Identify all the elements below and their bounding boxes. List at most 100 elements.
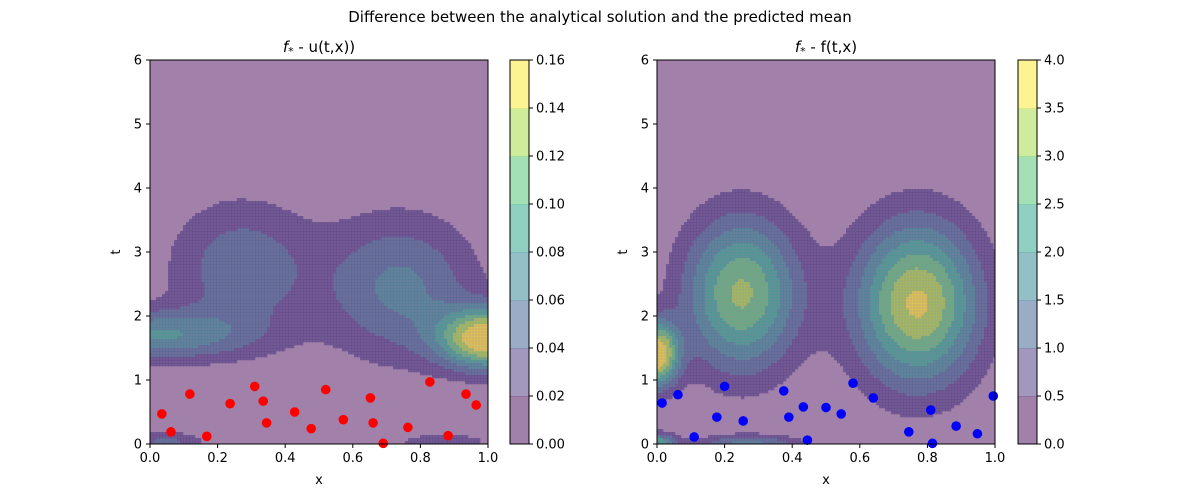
scatter-point [403,422,413,433]
colorbar-tick-label: 0.06 [536,294,565,309]
scatter-point [471,400,481,410]
y-tick-label: 1 [641,374,649,389]
colorbar-tick-label: 1.0 [1044,342,1065,357]
y-tick-label: 5 [641,118,649,133]
scatter-point [201,431,212,442]
title-symbol: f [283,38,291,56]
colorbar-tick-label: 1.5 [1044,294,1065,309]
y-tick-label: 6 [641,54,649,69]
colorbar-segment [1018,348,1037,397]
colorbar-segment [510,108,529,157]
scatter-point [798,402,809,412]
scatter-point [836,409,847,419]
colorbar-tick-label: 2.5 [1044,198,1065,213]
scatter-point [927,438,938,449]
scatter-point [802,435,813,445]
x-tick-label: 0.4 [275,451,296,466]
scatter-point [338,414,349,425]
scatter-point [425,377,435,387]
colorbar-tick-label: 3.0 [1044,150,1065,165]
colorbar-tick-label: 0.02 [536,390,565,405]
scatter-point [951,421,961,431]
title-rest: - f(t,x) [806,38,857,56]
y-tick-label: 3 [134,246,142,261]
x-tick-label: 0.8 [410,451,431,466]
colorbar-tick-label: 0.10 [536,198,565,213]
y-tick-label: 3 [641,246,649,261]
colorbar-segment [510,396,529,445]
x-tick-label: 1.0 [985,451,1006,466]
colorbar-segment [510,348,529,397]
colorbar-tick-label: 4.0 [1044,54,1065,69]
colorbar-segment [1018,204,1037,253]
scatter-point [972,428,983,439]
figure-suptitle: Difference between the analytical soluti… [348,8,851,26]
scatter-point [657,398,667,408]
scatter-point [320,384,331,395]
scatter-point [306,423,317,434]
scatter-point [258,396,269,406]
scatter-point [225,398,235,409]
y-tick-label: 6 [134,54,142,69]
colorbar-tick-label: 0.14 [536,102,565,117]
scatter-point [689,432,699,442]
scatter-point [461,389,471,399]
y-tick-label: 4 [134,182,142,197]
scatter-point [778,386,789,396]
y-tick-label: 0 [641,438,649,453]
colorbar-tick-label: 0.5 [1044,390,1065,405]
colorbar-tick-label: 0.04 [536,342,565,357]
plot-title: f* - f(t,x) [795,38,857,58]
colorbar-segment [510,204,529,253]
y-tick-label: 2 [641,310,649,325]
title-subscript: * [800,45,806,58]
contour-field [657,60,995,444]
colorbar-tick-label: 0.0 [1044,438,1065,453]
scatter-point [365,393,376,403]
x-tick-label: 0.6 [342,451,363,466]
scatter-point [988,391,999,401]
y-tick-label: 0 [134,438,142,453]
scatter-point [925,405,936,415]
scatter-point [719,381,730,392]
scatter-point [368,418,378,428]
x-tick-label: 0.0 [140,451,161,466]
colorbar-tick-label: 3.5 [1044,102,1065,117]
scatter-point [712,412,722,422]
x-tick-label: 0.8 [917,451,938,466]
colorbar-tick-label: 2.0 [1044,246,1065,261]
y-tick-label: 1 [134,374,142,389]
x-tick-label: 0.0 [647,451,668,466]
scatter-point [904,427,914,437]
colorbar-tick-label: 0.16 [536,54,565,69]
y-axis-label: t [616,249,631,254]
x-axis-label: x [822,473,830,488]
scatter-point [443,430,453,441]
scatter-point [289,407,300,417]
scatter-point [166,427,176,437]
scatter-point [821,402,831,413]
title-symbol: f [795,38,803,56]
scatter-point [185,389,195,399]
y-tick-label: 4 [641,182,649,197]
x-tick-label: 0.2 [207,451,228,466]
title-rest: - u(t,x)) [294,38,356,56]
colorbar-segment [510,252,529,301]
colorbar-segment [1018,108,1037,157]
left-contour-plot: 0.0 0.2 0.4 0.6 0.8 1.0 0 1 2 3 4 5 6 x t f* - u(t,x)) 0… [109,38,565,488]
plot-title: f* - u(t,x)) [283,38,355,58]
right-contour-plot: 0.0 0.2 0.4 0.6 0.8 1.0 0 1 2 3 4 5 6 x t f* - f(t,x) 0.… [616,38,1065,488]
colorbar-segment [510,156,529,205]
colorbar-tick-label: 0.00 [536,438,565,453]
colorbar-segment [510,60,529,109]
y-axis-label: t [109,249,124,254]
colorbar-tick-label: 0.12 [536,150,565,165]
colorbar-segment [1018,156,1037,205]
x-tick-label: 0.4 [782,451,803,466]
scatter-point [261,418,272,428]
scatter-point [673,389,683,400]
colorbar-segment [510,300,529,349]
scatter-point [868,393,879,403]
scatter-point [378,438,389,449]
